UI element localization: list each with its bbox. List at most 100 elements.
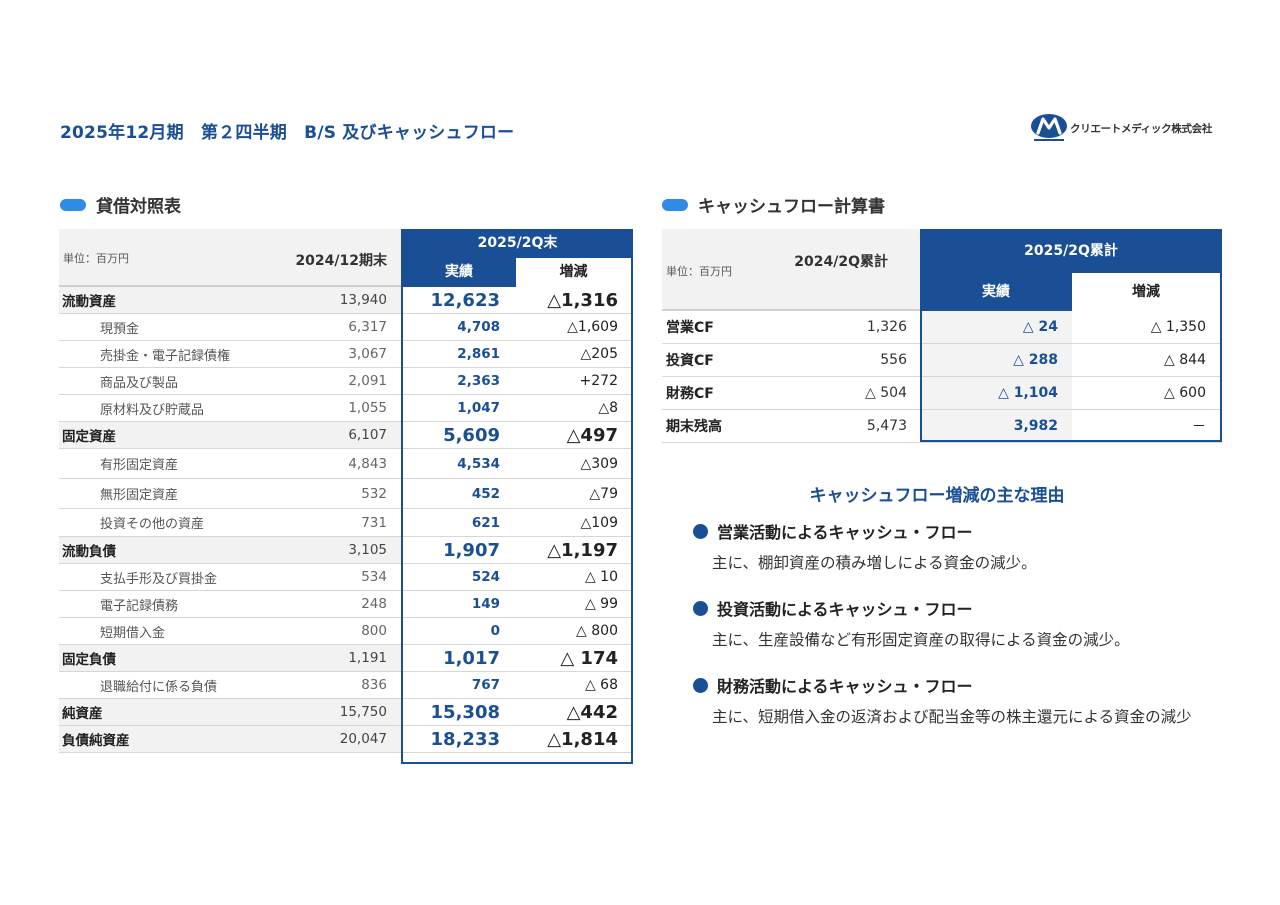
bullet-dot-icon [693,523,708,539]
row-label: 営業CF [666,320,714,336]
row-label: 固定資産 [62,429,116,445]
row-label: 退職給付に係る負債 [100,679,218,695]
actual-value: 1,047 [402,395,500,421]
prev-value: 532 [361,485,387,502]
row-label: 商品及び製品 [100,375,179,391]
reason-body: 主に、棚卸資産の積み増しによる資金の減少。 [712,554,1037,572]
change-value: △497 [566,424,618,446]
bullet-dot-icon [693,600,708,616]
row-label: 投資CF [666,353,714,369]
reason-heading: 投資活動によるキャッシュ・フロー [717,600,973,619]
row-label: 有形固定資産 [100,458,179,473]
actual-value: 3,982 [920,410,1072,442]
column-change: 増減 [516,258,633,287]
actual-value: 15,308 [402,699,500,725]
bullet-pill-icon [60,198,86,211]
reason-body: 主に、短期借入金の返済および配当金等の株主還元による資金の減少 [712,708,1192,726]
cash-flow-heading-label: キャッシュフロー計算書 [698,197,885,217]
prev-value: 2,091 [348,373,387,389]
reasons-title: キャッシュフロー増減の主な理由 [700,481,1280,506]
prev-value: 1,326 [866,319,907,335]
actual-value: 767 [402,672,500,698]
row-label: 流動負債 [62,544,116,560]
column-period: 2025/2Q累計 [920,229,1222,273]
actual-value: 4,534 [402,449,500,478]
actual-value: 5,609 [402,422,500,448]
table-row: 財務CF △ 504 △ 1,104 △ 600 [662,377,1222,410]
table-row: 現預金 6,317 4,708 △1,609 [59,314,633,341]
actual-value: 12,623 [402,287,500,313]
change-value: △ 844 [1164,352,1206,368]
prev-value: 731 [361,514,387,531]
row-label: 支払手形及び買掛金 [100,571,218,587]
row-label: 短期借入金 [100,625,166,641]
change-value: △8 [598,400,618,416]
change-value: △205 [580,346,619,362]
actual-value: 18,233 [402,726,500,752]
actual-value: 4,708 [402,314,500,340]
column-prev: 2024/12期末 [295,253,387,269]
prev-value: 4,843 [348,455,387,472]
table-row: 純資産 15,750 15,308 △442 [59,699,633,726]
prev-value: 5,473 [866,418,907,434]
unit-label: 単位：百万円 [63,252,129,265]
prev-value: 248 [361,596,387,612]
row-label: 財務CF [666,386,714,402]
change-value: △ 1,350 [1150,319,1206,335]
prev-value: 556 [880,352,907,368]
column-actual: 実績 [920,273,1072,311]
table-row: 短期借入金 800 0 △ 800 [59,618,633,645]
column-change: 増減 [1072,273,1222,311]
table-row: 負債純資産 20,047 18,233 △1,814 [59,726,633,753]
reason-financing: 財務活動によるキャッシュ・フロー 主に、短期借入金の返済および配当金等の株主還元… [693,673,1253,728]
change-value: △1,814 [547,728,618,750]
change-value: △79 [589,485,618,502]
row-label: 無形固定資産 [100,488,179,503]
change-value: △ 174 [560,647,618,669]
balance-sheet-table: 単位：百万円 2024/12期末 2025/2Q末 実績 増減 流動資産 13,9… [59,229,633,764]
logo-mark-icon [1031,114,1067,141]
prev-value: 6,317 [348,319,387,335]
change-value: △1,609 [567,319,618,335]
table-row: 流動負債 3,105 1,907 △1,197 [59,537,633,564]
change-value: － [1192,419,1206,435]
prev-value: 3,105 [348,542,387,558]
balance-sheet-heading: 貸借対照表 [60,192,181,217]
table-row: 投資その他の資産 731 621 △109 [59,509,633,537]
cash-flow-table: 単位：百万円 2024/2Q累計 2025/2Q累計 実績 増減 営業CF 1,3… [662,229,1222,443]
row-label: 現預金 [100,321,140,337]
actual-value: 1,017 [402,645,500,671]
reasons-title-label: キャッシュフロー増減の主な理由 [809,486,1065,506]
prev-value: 534 [361,569,387,585]
prev-value: 800 [361,623,387,639]
cash-flow-heading: キャッシュフロー計算書 [662,192,885,217]
reason-heading: 営業活動によるキャッシュ・フロー [717,523,973,542]
logo-text: クリエートメディック株式会社 [1070,123,1213,135]
table-row: 固定負債 1,191 1,017 △ 174 [59,645,633,672]
row-label: 売掛金・電子記録債権 [100,348,231,364]
table-row: 商品及び製品 2,091 2,363 +272 [59,368,633,395]
page-title: 2025年12月期 第２四半期 B/S 及びキャッシュフロー [60,123,515,143]
prev-value: 1,191 [348,650,387,666]
change-value: △ 800 [576,623,618,639]
change-value: +272 [579,373,618,389]
company-logo: クリエートメディック株式会社 [1030,113,1225,147]
actual-value: 0 [402,618,500,644]
row-label: 投資その他の資産 [100,517,205,532]
prev-value: 3,067 [348,346,387,362]
reason-operating: 営業活動によるキャッシュ・フロー 主に、棚卸資産の積み増しによる資金の減少。 [693,519,1253,574]
table-row: 流動資産 13,940 12,623 △1,316 [59,287,633,314]
table-row: 期末残高 5,473 3,982 － [662,410,1222,443]
table-row: 営業CF 1,326 △ 24 △ 1,350 [662,311,1222,344]
prev-value: 1,055 [348,400,387,416]
reason-investing: 投資活動によるキャッシュ・フロー 主に、生産設備など有形固定資産の取得による資金… [693,596,1253,651]
reason-body: 主に、生産設備など有形固定資産の取得による資金の減少。 [712,631,1130,649]
bullet-pill-icon [662,198,688,211]
column-actual: 実績 [402,258,516,287]
change-value: △109 [580,514,619,531]
column-period: 2025/2Q末 [402,229,633,258]
prev-value: 836 [361,677,387,693]
actual-value: 2,363 [402,368,500,394]
change-value: △309 [580,455,619,472]
prev-value: 13,940 [339,292,387,308]
